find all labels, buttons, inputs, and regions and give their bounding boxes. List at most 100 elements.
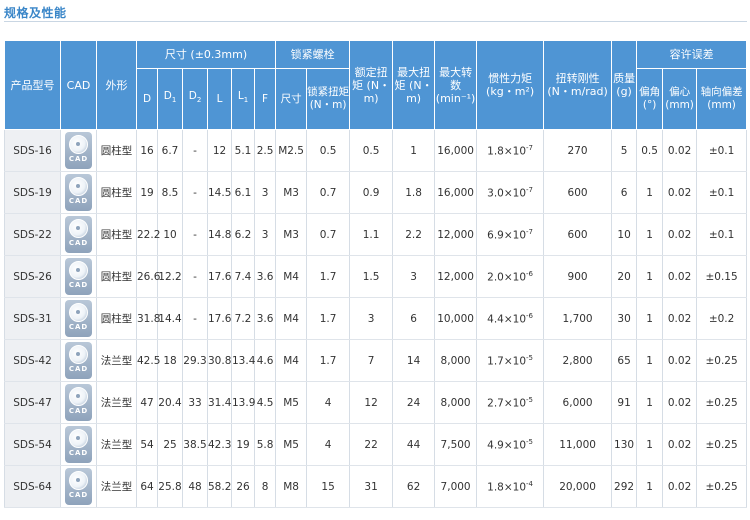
shape-cell: 法兰型 bbox=[96, 465, 137, 508]
dim-d1-cell: 10 bbox=[157, 213, 183, 256]
inertia-mantissa: 1.8 bbox=[487, 481, 504, 494]
shape-cell: 圆柱型 bbox=[96, 129, 137, 172]
shape-cell: 圆柱型 bbox=[96, 171, 137, 214]
cad-cell[interactable]: CAD bbox=[60, 297, 97, 340]
cad-cell[interactable]: CAD bbox=[60, 255, 97, 298]
tol-axial-cell: ±0.25 bbox=[696, 381, 748, 424]
table-row: SDS-26 CAD 圆柱型 26.6 12.2-17.6 7.4 3.6 M4 1.7 1.5 3… bbox=[4, 255, 748, 298]
cad-download-icon[interactable]: CAD bbox=[65, 258, 92, 295]
screw-torque-cell: 1.7 bbox=[306, 297, 351, 340]
inertia-cell: 6.9×10-7 bbox=[476, 213, 545, 256]
screw-size-cell: M4 bbox=[275, 255, 308, 298]
header-mass: 质量 (g) bbox=[611, 40, 638, 130]
header-dimensions: 尺寸 (±0.3mm) bbox=[135, 40, 277, 69]
shape-cell: 圆柱型 bbox=[96, 213, 137, 256]
tol-angle-cell: 1 bbox=[636, 423, 664, 466]
dim-d2-cell: 48 bbox=[182, 465, 208, 508]
tol-offset-cell: 0.02 bbox=[662, 381, 698, 424]
cad-download-icon[interactable]: CAD bbox=[65, 216, 92, 253]
header-screw-torque: 锁紧扭矩 (N・m) bbox=[306, 68, 351, 130]
inertia-exponent: -7 bbox=[526, 143, 533, 152]
header-shape: 外形 bbox=[96, 40, 137, 130]
inertia-mantissa: 2.0 bbox=[487, 271, 504, 284]
cad-download-icon[interactable]: CAD bbox=[65, 132, 92, 169]
table-row: SDS-64 CAD 法兰型 64 25.8 48 58.2 26 8 M8 15 31 62 7,000… bbox=[4, 465, 748, 508]
model-cell: SDS-47 bbox=[4, 381, 61, 424]
dim-d1-cell: 25.8 bbox=[157, 465, 183, 508]
tol-axial-cell: ±0.25 bbox=[696, 339, 748, 382]
max-torque-cell: 1 bbox=[392, 129, 436, 172]
cad-download-icon[interactable]: CAD bbox=[65, 300, 92, 337]
dim-l-cell: 42.3 bbox=[207, 423, 232, 466]
model-cell: SDS-42 bbox=[4, 339, 61, 382]
model-cell: SDS-64 bbox=[4, 465, 61, 508]
table-row: SDS-16 CAD 圆柱型 16 6.7-12 5.1 2.5 M2.5 0.5 0.5 1 16,… bbox=[4, 129, 748, 172]
cad-label: CAD bbox=[68, 197, 89, 205]
tol-offset-cell: 0.02 bbox=[662, 465, 698, 508]
model-cell: SDS-22 bbox=[4, 213, 61, 256]
screw-size-cell: M3 bbox=[275, 171, 308, 214]
rated-torque-cell: 22 bbox=[349, 423, 394, 466]
dim-f-cell: 5.8 bbox=[253, 423, 277, 466]
inertia-cell: 2.0×10-6 bbox=[476, 255, 545, 298]
model-cell: SDS-19 bbox=[4, 171, 61, 214]
max-speed-cell: 8,000 bbox=[434, 381, 478, 424]
header-tol-offset: 偏心 (mm) bbox=[662, 68, 698, 130]
cad-download-icon[interactable]: CAD bbox=[65, 426, 92, 463]
dim-l1-cell: 13.4 bbox=[231, 339, 255, 382]
dim-d1-cell: 14.4 bbox=[157, 297, 183, 340]
tol-offset-cell: 0.02 bbox=[662, 129, 698, 172]
dim-d-cell: 54 bbox=[136, 423, 158, 466]
cad-download-icon[interactable]: CAD bbox=[65, 384, 92, 421]
screw-torque-cell: 0.7 bbox=[306, 213, 351, 256]
screw-torque-cell: 0.5 bbox=[306, 129, 351, 172]
header-cad: CAD bbox=[60, 40, 97, 130]
mass-cell: 65 bbox=[611, 339, 638, 382]
inertia-exponent: -7 bbox=[526, 227, 533, 236]
cad-cell[interactable]: CAD bbox=[60, 213, 97, 256]
inertia-mantissa: 3.0 bbox=[487, 187, 504, 200]
cad-label: CAD bbox=[68, 449, 89, 457]
cad-cell[interactable]: CAD bbox=[60, 171, 97, 214]
cad-label: CAD bbox=[68, 407, 89, 415]
cad-download-icon[interactable]: CAD bbox=[65, 174, 92, 211]
dim-f-cell: 3 bbox=[253, 171, 277, 214]
cad-cell[interactable]: CAD bbox=[60, 465, 97, 508]
max-torque-cell: 1.8 bbox=[392, 171, 436, 214]
tol-axial-cell: ±0.1 bbox=[696, 129, 748, 172]
cad-cell[interactable]: CAD bbox=[60, 423, 97, 466]
screw-size-cell: M5 bbox=[275, 423, 308, 466]
cad-cell[interactable]: CAD bbox=[60, 339, 97, 382]
max-torque-cell: 2.2 bbox=[392, 213, 436, 256]
dim-d-cell: 42.5 bbox=[136, 339, 160, 382]
shape-cell: 圆柱型 bbox=[96, 255, 137, 298]
header-max-speed: 最大转数 (min⁻¹) bbox=[434, 40, 478, 130]
cad-download-icon[interactable]: CAD bbox=[65, 468, 92, 505]
rated-torque-cell: 0.9 bbox=[349, 171, 394, 214]
mass-cell: 10 bbox=[611, 213, 638, 256]
dim-d2-cell: - bbox=[182, 129, 208, 172]
cad-cell[interactable]: CAD bbox=[60, 129, 97, 172]
max-speed-cell: 7,000 bbox=[434, 465, 478, 508]
header-dim-d: D bbox=[136, 68, 158, 130]
mass-cell: 6 bbox=[611, 171, 638, 214]
model-cell: SDS-31 bbox=[4, 297, 61, 340]
cad-cell[interactable]: CAD bbox=[60, 381, 97, 424]
spec-table: 产品型号 CAD 外形 尺寸 (±0.3mm) 锁紧螺栓 额定扭矩 (N・m) … bbox=[4, 40, 748, 508]
shape-cell: 圆柱型 bbox=[96, 297, 137, 340]
header-lock-screw: 锁紧螺栓 bbox=[275, 40, 351, 69]
dim-f-cell: 8 bbox=[253, 465, 277, 508]
mass-cell: 130 bbox=[611, 423, 638, 466]
dim-d-cell: 22.2 bbox=[136, 213, 160, 256]
rated-torque-cell: 1.1 bbox=[349, 213, 394, 256]
max-torque-cell: 3 bbox=[392, 255, 436, 298]
section-title: 规格及性能 bbox=[4, 6, 67, 20]
header-tol-angle: 偏角 (°) bbox=[636, 68, 664, 130]
cad-download-icon[interactable]: CAD bbox=[65, 342, 92, 379]
inertia-mantissa: 1.7 bbox=[487, 355, 504, 368]
tol-offset-cell: 0.02 bbox=[662, 213, 698, 256]
stiffness-cell: 270 bbox=[543, 129, 613, 172]
max-torque-cell: 44 bbox=[392, 423, 436, 466]
tol-angle-cell: 1 bbox=[636, 465, 664, 508]
max-speed-cell: 10,000 bbox=[434, 297, 478, 340]
